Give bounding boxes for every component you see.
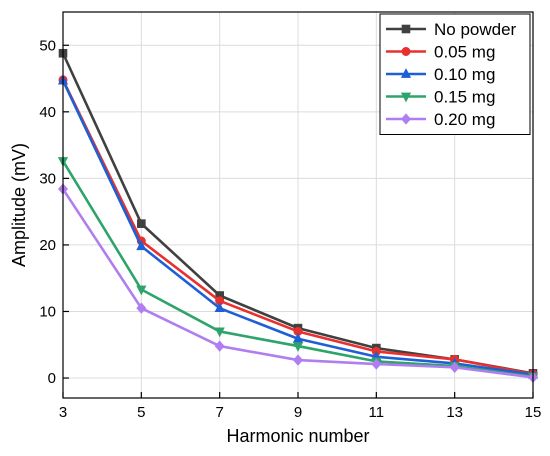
x-axis-title: Harmonic number	[226, 426, 369, 446]
x-tick-label: 15	[525, 404, 542, 421]
x-tick-label: 9	[294, 404, 302, 421]
x-tick-label: 11	[369, 404, 385, 421]
y-tick-label: 20	[39, 237, 56, 254]
legend: No powder 0.05 mg 0.10 mg 0.15 mg 0.20 mg	[379, 13, 531, 135]
data-point	[214, 302, 225, 313]
legend-label: 0.20 mg	[434, 110, 495, 129]
y-tick-label: 40	[39, 104, 56, 121]
legend-item: 0.10 mg	[386, 65, 495, 84]
data-point	[449, 361, 460, 374]
y-tick-label: 30	[39, 170, 56, 187]
y-axis-title: Amplitude (mV)	[9, 143, 29, 267]
data-point	[214, 340, 225, 352]
axis-ticks: 3 5 7 9 11 13 15 0 10 20 30 40 50	[39, 37, 541, 421]
legend-label: No powder	[434, 20, 517, 39]
legend-item: No powder	[386, 20, 517, 39]
x-tick-label: 13	[446, 404, 463, 421]
legend-item: 0.20 mg	[386, 110, 495, 129]
legend-item: 0.15 mg	[386, 88, 495, 107]
x-tick-label: 3	[59, 404, 67, 421]
y-tick-label: 10	[39, 303, 56, 320]
legend-item: 0.05 mg	[386, 43, 495, 62]
data-point	[136, 285, 147, 296]
legend-label: 0.15 mg	[434, 88, 495, 107]
data-point	[136, 240, 147, 251]
legend-label: 0.10 mg	[434, 65, 495, 84]
data-point	[292, 354, 304, 366]
legend-marker	[401, 46, 411, 56]
x-tick-label: 7	[215, 404, 223, 421]
legend-marker	[400, 113, 412, 125]
legend-marker	[400, 92, 412, 103]
data-point	[214, 327, 225, 338]
y-tick-label: 50	[39, 37, 56, 54]
legend-marker	[401, 24, 411, 34]
series-layer	[57, 48, 539, 384]
y-tick-label: 0	[48, 370, 56, 387]
data-point	[137, 219, 146, 228]
data-point	[371, 358, 382, 370]
legend-label: 0.05 mg	[434, 43, 495, 62]
legend-marker	[400, 68, 412, 78]
data-point	[136, 302, 147, 314]
data-point	[292, 342, 304, 352]
x-tick-label: 5	[137, 404, 145, 421]
